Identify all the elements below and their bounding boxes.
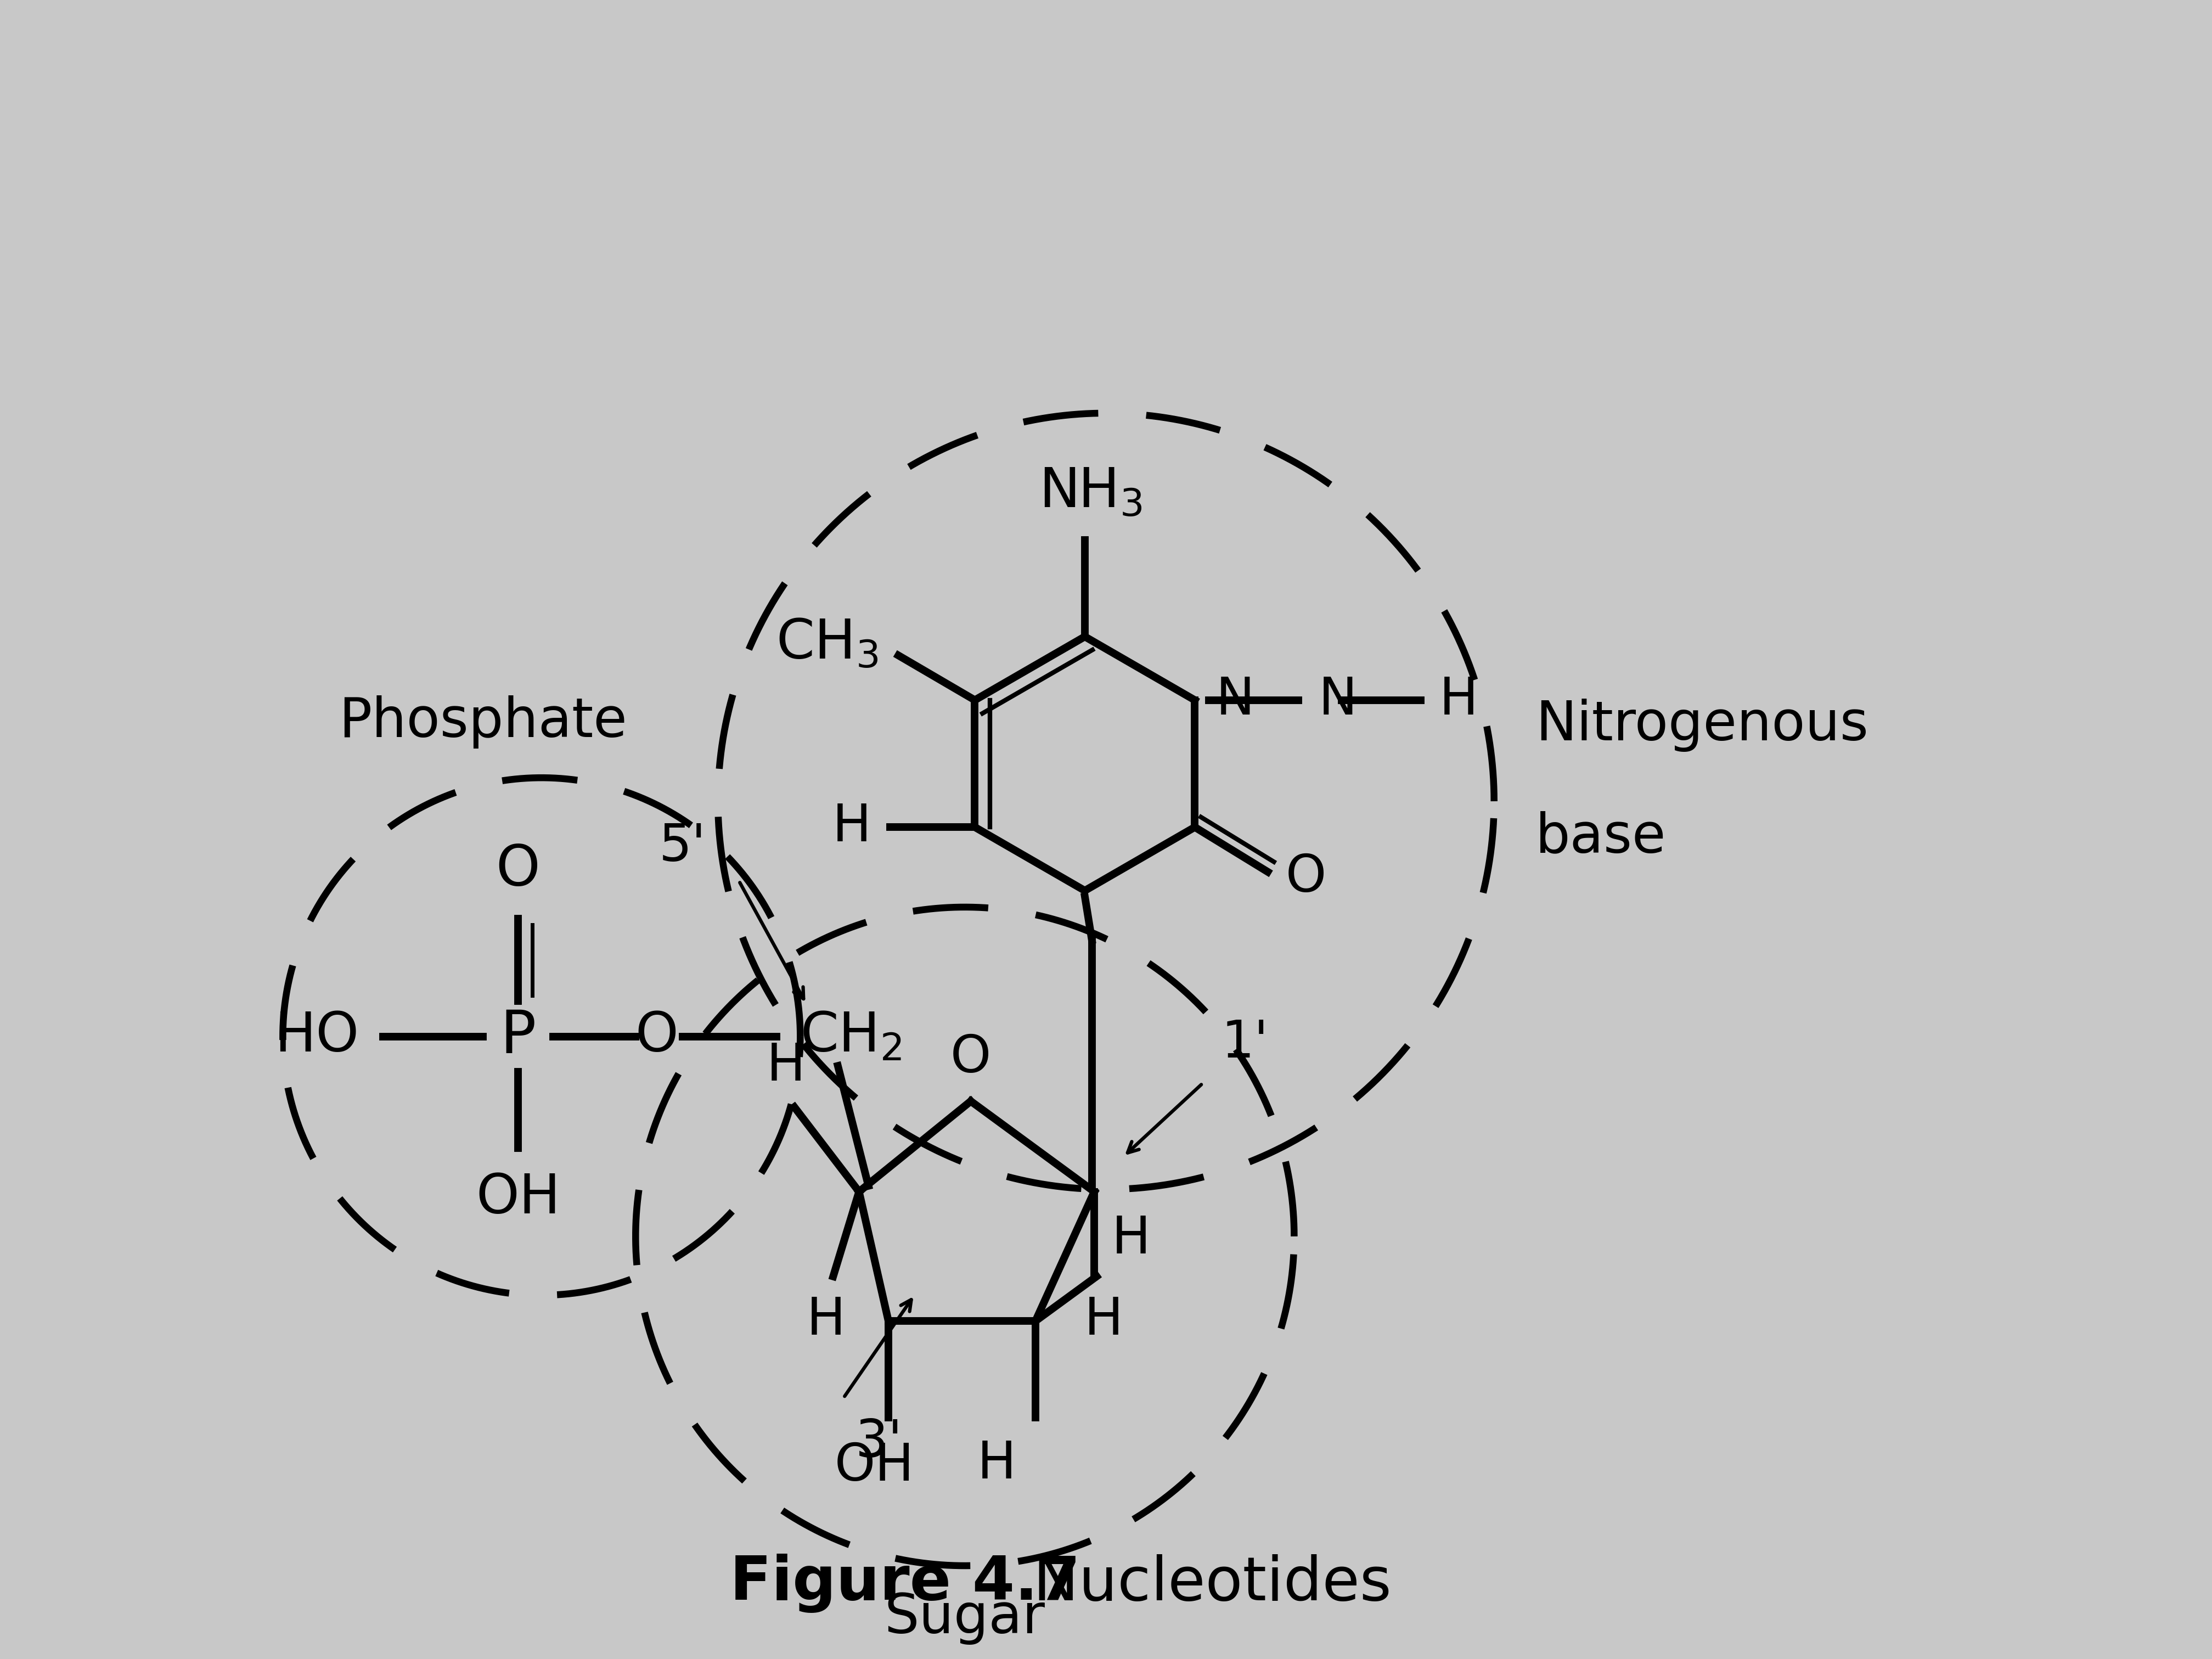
Text: H: H xyxy=(1084,1296,1124,1345)
Text: H: H xyxy=(807,1296,845,1345)
Text: NH$_3$: NH$_3$ xyxy=(1040,466,1141,519)
Text: CH$_3$: CH$_3$ xyxy=(776,617,878,670)
Text: Nucleotides: Nucleotides xyxy=(993,1554,1391,1613)
Text: H: H xyxy=(1440,675,1478,725)
Text: 3': 3' xyxy=(856,1417,902,1468)
Text: O: O xyxy=(495,843,540,898)
Text: H: H xyxy=(1113,1214,1150,1264)
Text: N: N xyxy=(1217,675,1254,725)
Text: O: O xyxy=(1285,853,1327,902)
Text: Sugar: Sugar xyxy=(885,1591,1046,1644)
Text: P: P xyxy=(500,1007,535,1065)
Text: O: O xyxy=(951,1034,991,1083)
Text: 1': 1' xyxy=(1221,1017,1267,1068)
Text: base: base xyxy=(1535,811,1666,864)
Text: OH: OH xyxy=(834,1442,914,1491)
Text: CH$_2$: CH$_2$ xyxy=(801,1010,902,1063)
Text: HO: HO xyxy=(274,1010,358,1063)
Text: OH: OH xyxy=(476,1171,560,1224)
Text: Phosphate: Phosphate xyxy=(338,695,626,748)
Text: Figure 4.7: Figure 4.7 xyxy=(730,1553,1079,1613)
Text: N: N xyxy=(1318,675,1356,725)
Text: H: H xyxy=(978,1438,1015,1490)
Text: H: H xyxy=(832,801,872,853)
Text: Nitrogenous: Nitrogenous xyxy=(1535,698,1869,752)
Text: O: O xyxy=(635,1010,679,1063)
Text: 5': 5' xyxy=(659,821,706,873)
Text: H: H xyxy=(768,1042,805,1092)
